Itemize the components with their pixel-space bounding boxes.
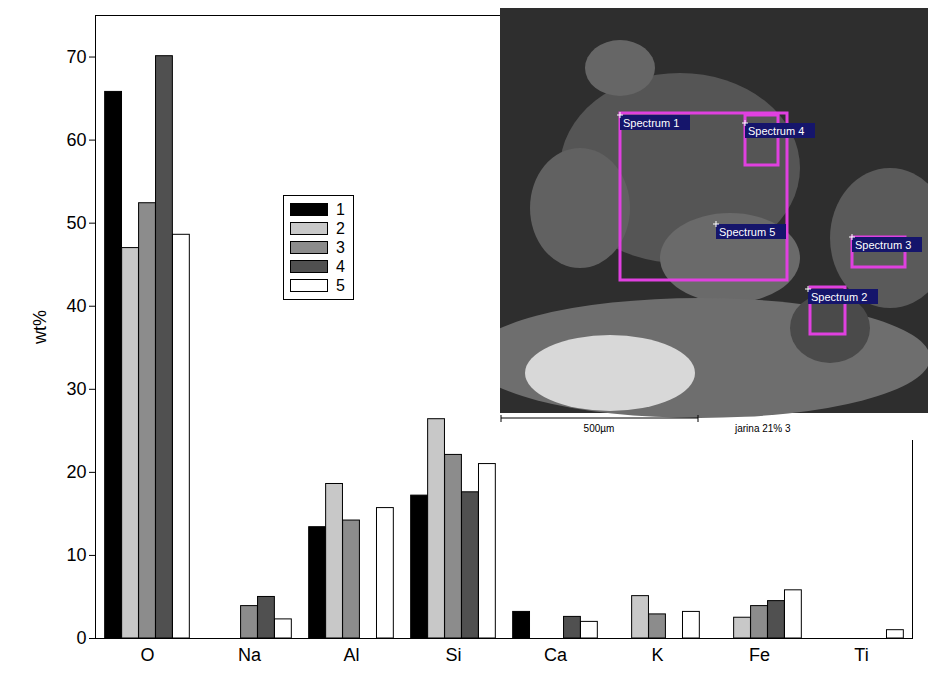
svg-text:20: 20 <box>66 462 86 482</box>
svg-text:60: 60 <box>66 130 86 150</box>
html-text:4: 4 <box>336 257 345 275</box>
svg-text:Al: Al <box>343 645 359 665</box>
svg-text:50: 50 <box>66 213 86 233</box>
svg-text:Fe: Fe <box>749 645 770 665</box>
svg-text:Na: Na <box>238 645 262 665</box>
svg-text:40: 40 <box>66 296 86 316</box>
svg-text:jarina 21% 3: jarina 21% 3 <box>734 423 791 434</box>
html-text:3: 3 <box>336 238 345 256</box>
html-text:1: 1 <box>336 200 345 218</box>
svg-text:30: 30 <box>66 379 86 399</box>
svg-text:10: 10 <box>66 545 86 565</box>
svg-text:O: O <box>140 645 154 665</box>
svg-text:Spectrum 3: Spectrum 3 <box>855 239 911 251</box>
svg-text:Spectrum 5: Spectrum 5 <box>719 226 775 238</box>
svg-text:K: K <box>651 645 663 665</box>
svg-text:Spectrum 2: Spectrum 2 <box>811 291 867 303</box>
svg-text:0: 0 <box>76 628 86 648</box>
svg-text:70: 70 <box>66 47 86 67</box>
svg-text:Spectrum 1: Spectrum 1 <box>623 117 679 129</box>
svg-text:Ca: Ca <box>544 645 568 665</box>
svg-text:wt%: wt% <box>30 310 50 345</box>
svg-text:Ti: Ti <box>854 645 868 665</box>
html-text:2: 2 <box>336 219 345 237</box>
svg-text:Si: Si <box>445 645 461 665</box>
svg-text:Spectrum 4: Spectrum 4 <box>748 125 804 137</box>
svg-text:500µm: 500µm <box>584 423 615 434</box>
html-text:5: 5 <box>336 276 345 294</box>
